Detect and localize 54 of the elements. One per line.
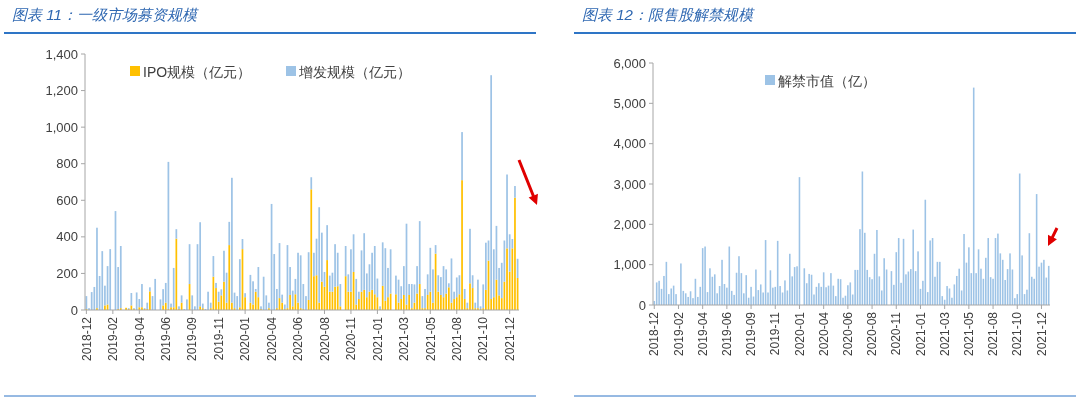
y-tick-label: 5,000: [613, 95, 646, 111]
x-tick-label: 2018-12: [79, 316, 94, 362]
y-tick-label: 1,000: [45, 119, 78, 135]
x-tick-label: 2019-09: [744, 311, 759, 357]
y-tick-label: 2,000: [613, 216, 646, 232]
x-tick-label: 2021-10: [1010, 311, 1025, 357]
x-tick-label: 2021-01: [370, 316, 385, 362]
legend-label: 解禁市值（亿）: [778, 72, 876, 89]
y-tick-label: 6,000: [613, 55, 646, 71]
x-tick-label: 2021-03: [397, 316, 412, 362]
y-tick-label: 600: [56, 192, 78, 208]
x-tick-label: 2020-06: [291, 316, 306, 362]
x-tick-label: 2020-01: [792, 311, 807, 357]
x-tick-label: 2019-04: [695, 311, 710, 357]
x-tick-label: 2020-06: [841, 311, 856, 357]
chart-title: 图表 11：一级市场募资规模: [12, 6, 199, 23]
y-tick-label: 0: [638, 297, 646, 313]
x-tick-label: 2020-11: [344, 316, 359, 361]
y-tick-label: 1,400: [45, 46, 78, 62]
y-tick-label: 400: [56, 229, 78, 245]
x-tick-label: 2020-11: [889, 311, 904, 356]
x-tick-label: 2021-12: [1034, 311, 1049, 357]
y-tick-label: 4,000: [613, 136, 646, 152]
y-tick-label: 200: [56, 265, 78, 281]
x-tick-label: 2019-06: [720, 311, 735, 357]
legend-label: 增发规模（亿元）: [298, 63, 411, 80]
y-tick-label: 1,200: [45, 83, 78, 99]
x-tick-label: 2021-03: [937, 311, 952, 357]
x-tick-label: 2019-02: [106, 316, 121, 362]
chart-title: 图表 12：限售股解禁规模: [582, 6, 755, 23]
x-tick-label: 2021-05: [423, 316, 438, 362]
x-tick-label: 2021-01: [913, 311, 928, 357]
x-tick-label: 2019-04: [132, 316, 147, 362]
x-tick-label: 2021-12: [502, 316, 517, 362]
legend-label: IPO规模（亿元）: [143, 63, 252, 80]
x-tick-label: 2019-06: [158, 316, 173, 362]
x-tick-label: 2018-12: [647, 311, 662, 357]
x-tick-label: 2021-08: [449, 316, 464, 362]
x-tick-label: 2019-09: [185, 316, 200, 362]
x-tick-label: 2020-08: [865, 311, 880, 357]
x-tick-label: 2020-01: [238, 316, 253, 362]
x-tick-label: 2021-10: [476, 316, 491, 362]
x-tick-label: 2019-02: [671, 311, 686, 357]
y-tick-label: 1,000: [613, 257, 646, 273]
x-tick-label: 2021-08: [986, 311, 1001, 357]
x-tick-label: 2020-08: [317, 316, 332, 362]
x-tick-label: 2019-11: [211, 316, 226, 361]
x-tick-label: 2020-04: [264, 316, 279, 362]
x-tick-label: 2021-05: [962, 311, 977, 357]
x-tick-label: 2019-11: [768, 311, 783, 356]
y-tick-label: 0: [70, 302, 78, 318]
x-tick-label: 2020-04: [816, 311, 831, 357]
y-tick-label: 3,000: [613, 176, 646, 192]
y-tick-label: 800: [56, 156, 78, 172]
